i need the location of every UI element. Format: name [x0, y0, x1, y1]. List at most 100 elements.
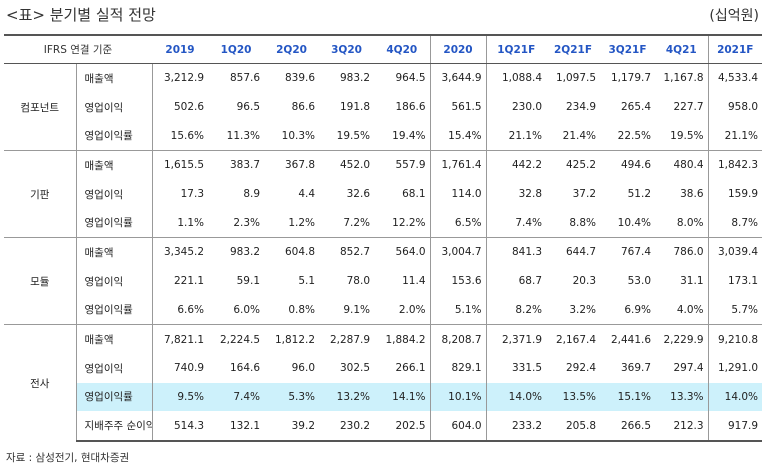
cell: 3,212.9	[152, 62, 209, 93]
cell: 12.2%	[392, 216, 426, 229]
group-label: 기판	[4, 150, 77, 238]
cell: 186.6	[395, 101, 426, 114]
cell: 841.3	[485, 237, 547, 267]
cell: 2,224.5	[208, 324, 265, 354]
cell: 964.5	[374, 62, 431, 93]
cell: 38.6	[680, 188, 704, 201]
cell: 221.1	[173, 275, 205, 288]
cell: 1,761.4	[429, 150, 487, 180]
cell: 561.5	[429, 92, 487, 122]
cell: 480.4	[655, 150, 709, 180]
cell: 266.1	[395, 362, 426, 375]
row-label: 영업이익률	[76, 382, 153, 412]
cell: 21.4%	[562, 129, 597, 142]
cell: 6.5%	[429, 208, 487, 238]
cell: 786.0	[655, 237, 709, 267]
column-header: 2Q21F	[546, 34, 601, 64]
cell: 494.6	[600, 150, 656, 180]
table: IFRS 연결 기준 2019 1Q20 2Q20 3Q20 4Q20 2020 1Q21F 2…	[4, 34, 763, 442]
source: 자료 : 삼성전기, 현대차증권	[6, 452, 130, 464]
cell: 367.8	[264, 150, 320, 180]
cell: 3,004.7	[429, 237, 487, 267]
row-label: 영업이익	[76, 179, 153, 209]
cell: 7.4%	[208, 382, 265, 412]
cell: 14.0%	[707, 382, 763, 412]
group-label: 모듈	[4, 237, 77, 325]
cell: 8.7%	[707, 208, 763, 238]
cell: 1,167.8	[655, 62, 709, 93]
table-body: 컴포넌트 매출액 3,212.9 857.6 839.6 983.2 964.5 3,644.…	[4, 62, 763, 442]
cell: 7,821.1	[152, 324, 209, 354]
cell: 442.2	[485, 150, 547, 180]
cell: 205.8	[546, 411, 601, 442]
cell: 202.5	[374, 411, 431, 442]
cell: 7.4%	[485, 208, 547, 238]
cell: 1.2%	[288, 216, 316, 229]
cell: 86.6	[291, 101, 316, 114]
column-header: 4Q21	[655, 34, 709, 64]
cell: 11.4	[402, 275, 426, 288]
cell: 0.8%	[288, 303, 316, 316]
cell: 297.4	[673, 362, 704, 375]
cell: 1,812.2	[264, 324, 320, 354]
cell: 32.6	[346, 188, 371, 201]
cell: 5.1%	[429, 295, 487, 325]
row-label: 매출액	[76, 62, 153, 93]
row-label: 영업이익률	[76, 295, 153, 325]
cell: 4,533.4	[707, 62, 763, 93]
cell: 159.9	[707, 179, 763, 209]
cell: 68.1	[402, 188, 426, 201]
cell: 557.9	[374, 150, 431, 180]
group-label: 컴포넌트	[4, 62, 77, 151]
cell: 2,371.9	[485, 324, 547, 354]
cell: 21.1%	[707, 121, 763, 151]
cell: 1,097.5	[546, 62, 601, 93]
cell: 13.2%	[319, 382, 375, 412]
cell: 14.1%	[374, 382, 431, 412]
cell: 2,229.9	[655, 324, 709, 354]
cell: 21.1%	[485, 121, 547, 151]
table-row: 전사 매출액 7,821.1 2,224.5 1,812.2 2,287.9 1,884.2…	[4, 324, 763, 441]
cell: 96.5	[236, 101, 261, 114]
cell: 7.2%	[343, 216, 371, 229]
cell: 15.4%	[429, 121, 487, 151]
cell: 9,210.8	[707, 324, 763, 354]
header-row: IFRS 연결 기준 2019 1Q20 2Q20 3Q20 4Q20 2020 1Q21F 2…	[4, 34, 763, 64]
column-header: 3Q20	[319, 34, 375, 64]
cell: 4.0%	[676, 303, 704, 316]
table-header: IFRS 연결 기준 2019 1Q20 2Q20 3Q20 4Q20 2020 1Q21F 2…	[4, 34, 763, 64]
cell: 114.0	[429, 179, 487, 209]
cell: 2.0%	[398, 303, 426, 316]
row-label: 영업이익	[76, 92, 153, 122]
cell: 1,088.4	[485, 62, 547, 93]
cell: 11.3%	[226, 129, 261, 142]
cell: 1.1%	[177, 216, 205, 229]
column-header: 3Q21F	[600, 34, 656, 64]
cell: 564.0	[374, 237, 431, 267]
column-header: 2020	[429, 34, 487, 64]
row-label: 영업이익	[76, 266, 153, 296]
table-row: 컴포넌트 매출액 3,212.9 857.6 839.6 983.2 964.5 3,644.…	[4, 62, 763, 151]
column-header: 2021F	[707, 34, 763, 64]
cell: 425.2	[546, 150, 601, 180]
column-header: 2019	[152, 34, 209, 64]
cell: 230.2	[319, 411, 375, 442]
cell: 958.0	[707, 92, 763, 122]
cell: 1,615.5	[152, 150, 209, 180]
row-label: 영업이익률	[76, 121, 153, 151]
cell: 4.4	[298, 188, 316, 201]
cell: 1,291.0	[707, 353, 763, 383]
cell: 2,167.4	[546, 324, 601, 354]
cell: 32.8	[485, 179, 547, 209]
cell: 164.6	[229, 362, 261, 375]
cell: 78.0	[346, 275, 371, 288]
cell: 227.7	[673, 101, 704, 114]
cell: 53.0	[627, 275, 652, 288]
cell: 514.3	[152, 411, 209, 442]
cell: 292.4	[565, 362, 597, 375]
cell: 37.2	[572, 188, 597, 201]
cell: 2.3%	[233, 216, 261, 229]
cell: 983.2	[208, 237, 265, 267]
cell: 2,287.9	[319, 324, 375, 354]
row-label: 매출액	[76, 237, 153, 267]
